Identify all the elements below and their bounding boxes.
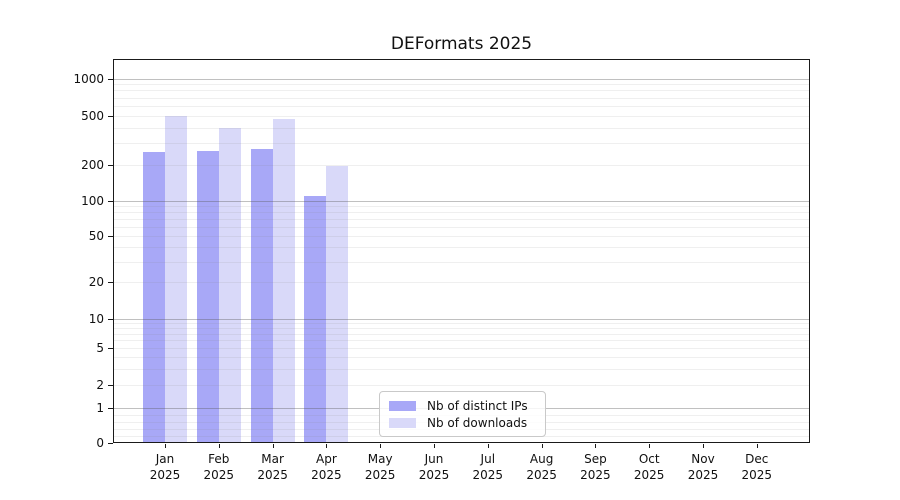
bar-distinct-ips-mar (250, 148, 273, 443)
y-tick-mark (108, 408, 113, 409)
y-axis-tick-label: 0 (96, 436, 104, 450)
bar-distinct-ips-feb (196, 150, 219, 443)
x-axis-tick-label-nov: Nov 2025 (687, 452, 719, 482)
x-tick-mark (380, 444, 382, 448)
chart-title: DEFormats 2025 (390, 34, 533, 54)
y-tick-mark (108, 78, 113, 80)
y-axis-tick-label: 50 (88, 229, 104, 243)
gridline-minor (114, 97, 809, 99)
x-axis-tick-label-may: May 2025 (364, 452, 396, 482)
x-axis-tick-label-mar: Mar 2025 (257, 452, 288, 482)
x-tick-mark (756, 444, 758, 448)
y-tick-mark (108, 443, 113, 444)
y-axis-tick-label: 2 (96, 378, 104, 392)
x-tick-mark (595, 444, 597, 448)
y-tick-mark (108, 318, 113, 320)
y-axis-tick-label: 200 (81, 158, 104, 172)
x-tick-mark (703, 444, 704, 448)
y-tick-mark (108, 115, 113, 117)
bar-distinct-ips-jan (143, 151, 165, 443)
y-axis-tick-label: 500 (81, 108, 104, 123)
y-tick-mark (108, 236, 113, 237)
y-tick-mark (108, 385, 113, 386)
y-axis-tick-label: 10 (88, 311, 104, 326)
gridline-minor (114, 90, 809, 92)
x-axis-tick-label-apr: Apr 2025 (311, 452, 342, 482)
bar-downloads-apr (326, 166, 349, 443)
x-tick-mark (649, 444, 651, 448)
y-tick-mark (108, 348, 113, 349)
x-axis-tick-label-jan: Jan 2025 (149, 452, 181, 482)
x-axis-tick-label-aug: Aug 2025 (526, 452, 557, 482)
x-tick-mark (218, 444, 220, 448)
y-axis-tick-label: 1 (96, 401, 104, 415)
bar-distinct-ips-apr (304, 196, 327, 443)
gridline-minor (114, 84, 809, 86)
x-tick-mark (541, 444, 543, 448)
y-axis-tick-label: 20 (88, 275, 104, 289)
legend-swatch-distinct-ips (389, 400, 416, 411)
x-tick-mark (326, 444, 328, 448)
bar-downloads-mar (272, 118, 295, 443)
bar-downloads-feb (218, 127, 241, 443)
legend-item-downloads: Nb of downloads (389, 416, 536, 430)
x-axis-tick-label-sep: Sep 2025 (580, 452, 611, 482)
y-axis-tick-label: 5 (96, 341, 104, 355)
bar-downloads-jan (165, 115, 187, 443)
x-axis-tick-label-jul: Jul 2025 (472, 452, 504, 482)
legend-item-distinct-ips: Nb of distinct IPs (389, 399, 536, 413)
x-axis-tick-label-jun: Jun 2025 (418, 452, 450, 482)
y-axis-tick-label: 1000 (73, 71, 104, 86)
gridline-minor (114, 115, 809, 117)
x-tick-mark (272, 444, 274, 448)
legend: Nb of distinct IPs Nb of downloads (379, 391, 546, 437)
y-tick-mark (108, 165, 113, 166)
legend-label-downloads: Nb of downloads (427, 415, 528, 430)
y-tick-mark (108, 201, 113, 202)
y-axis-tick-label: 100 (81, 194, 104, 208)
x-axis-tick-label-dec: Dec 2025 (741, 452, 773, 482)
x-axis-tick-label-feb: Feb 2025 (203, 452, 235, 482)
y-tick-mark (108, 282, 113, 283)
x-tick-mark (165, 444, 166, 448)
x-axis-tick-label-oct: Oct 2025 (633, 452, 665, 482)
gridline-major (114, 78, 809, 80)
x-tick-mark (487, 444, 489, 448)
legend-label-distinct-ips: Nb of distinct IPs (427, 398, 528, 413)
legend-swatch-downloads (389, 417, 416, 428)
gridline-minor (114, 105, 809, 107)
x-tick-mark (434, 444, 435, 448)
